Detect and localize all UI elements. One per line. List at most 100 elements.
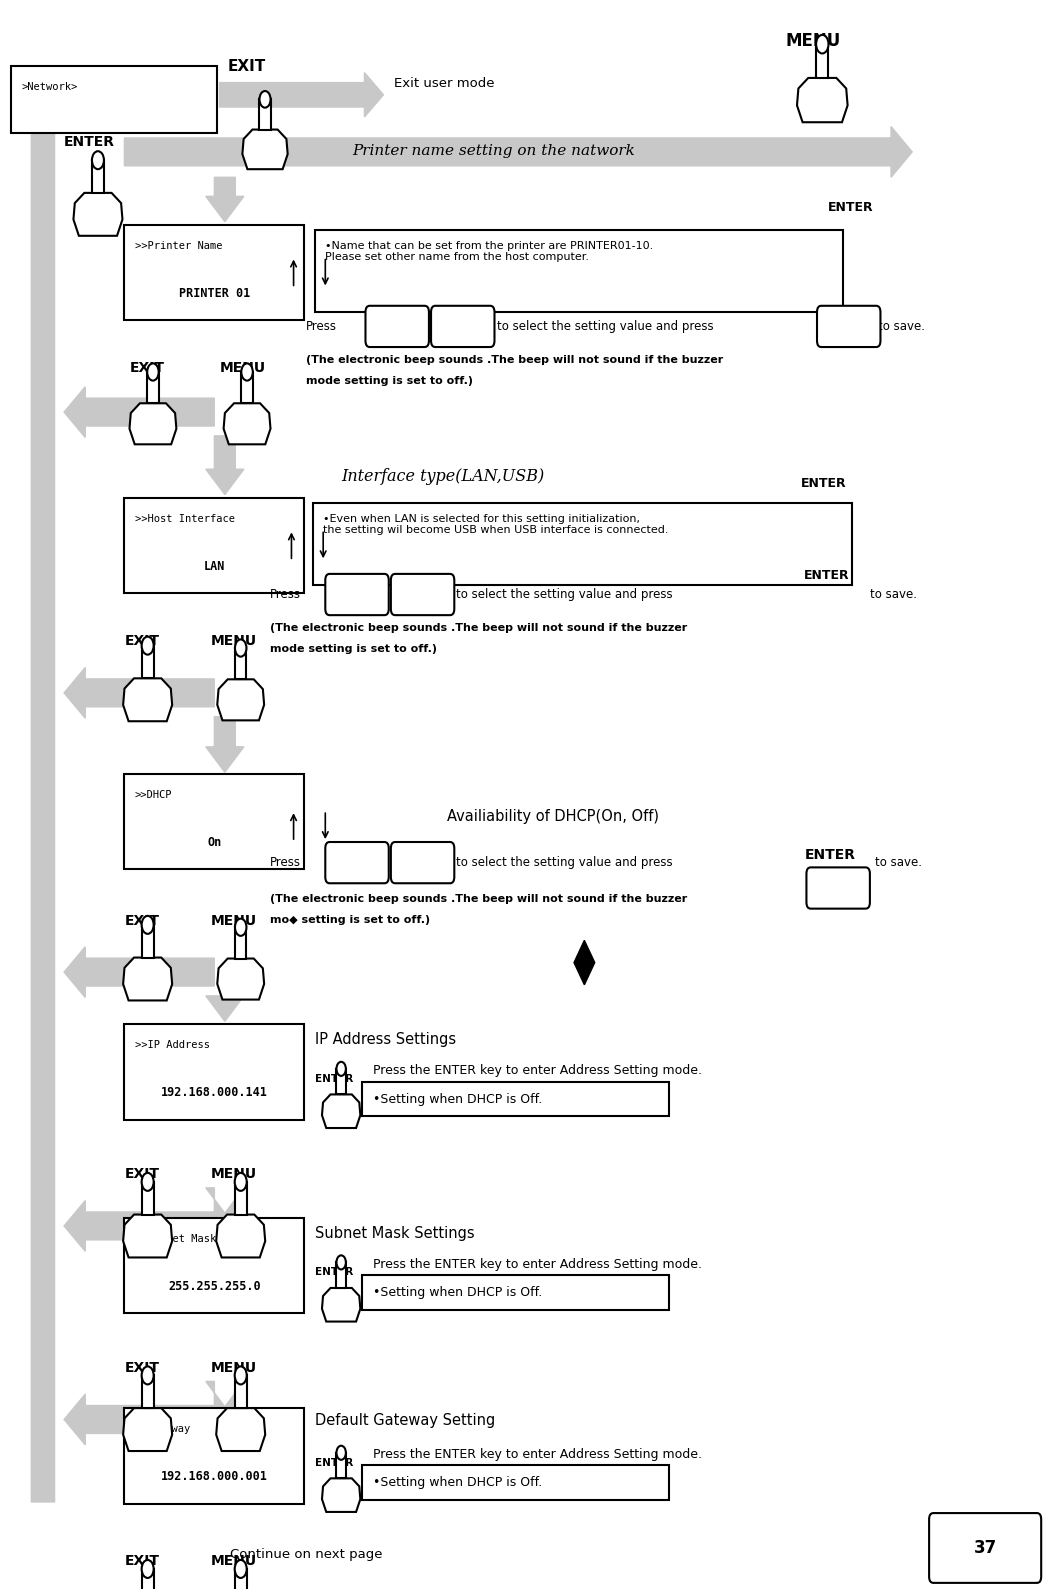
Circle shape — [92, 151, 104, 169]
Text: Exit user mode: Exit user mode — [394, 76, 494, 91]
Text: ENTER: ENTER — [315, 1458, 353, 1468]
Text: See page 39 for the setting method.: See page 39 for the setting method. — [373, 1474, 601, 1487]
Circle shape — [337, 1446, 345, 1460]
Text: >>Subnet Mask: >>Subnet Mask — [135, 1234, 216, 1243]
Text: >>IP Address: >>IP Address — [135, 1040, 210, 1051]
Polygon shape — [217, 958, 264, 1000]
Text: ENTER: ENTER — [805, 568, 850, 581]
Text: to select the setting value and press: to select the setting value and press — [456, 856, 673, 869]
Bar — [124, 1024, 304, 1119]
Text: ENTER: ENTER — [828, 201, 873, 213]
Polygon shape — [574, 941, 594, 985]
Text: On: On — [207, 836, 221, 849]
Bar — [12, 67, 218, 132]
FancyBboxPatch shape — [391, 842, 454, 884]
Circle shape — [816, 35, 828, 54]
Polygon shape — [241, 373, 253, 403]
Polygon shape — [235, 648, 247, 680]
Bar — [124, 1409, 304, 1503]
Polygon shape — [337, 1262, 345, 1288]
Polygon shape — [141, 1375, 154, 1407]
Text: ENTER: ENTER — [805, 849, 856, 863]
Bar — [124, 224, 304, 320]
Text: >>Printer Name: >>Printer Name — [135, 240, 222, 252]
Circle shape — [235, 1366, 247, 1385]
Text: •Even when LAN is selected for this setting initialization,
the setting wil beco: •Even when LAN is selected for this sett… — [323, 514, 669, 535]
Polygon shape — [64, 667, 215, 718]
Circle shape — [235, 640, 247, 656]
Polygon shape — [141, 925, 154, 957]
Text: (The electronic beep sounds .The beep will not sound if the buzzer: (The electronic beep sounds .The beep wi… — [306, 355, 724, 365]
FancyBboxPatch shape — [431, 306, 494, 347]
Polygon shape — [147, 373, 158, 403]
Text: >>Gateway: >>Gateway — [135, 1425, 191, 1434]
Circle shape — [141, 915, 154, 935]
Polygon shape — [123, 957, 172, 1000]
Polygon shape — [337, 1453, 345, 1479]
Text: Default Gateway Setting: Default Gateway Setting — [315, 1414, 495, 1428]
Text: to select the setting value and press: to select the setting value and press — [496, 320, 713, 333]
Bar — [362, 1275, 669, 1310]
Circle shape — [147, 363, 158, 380]
FancyBboxPatch shape — [325, 842, 389, 884]
Polygon shape — [206, 997, 243, 1022]
Circle shape — [337, 1256, 345, 1269]
Text: Press: Press — [270, 856, 301, 869]
Text: •Setting when DHCP is Off.: •Setting when DHCP is Off. — [373, 1092, 542, 1105]
Text: MENU: MENU — [220, 361, 266, 376]
Polygon shape — [206, 436, 243, 495]
Circle shape — [235, 1560, 247, 1578]
Text: ENTER: ENTER — [802, 476, 847, 490]
Text: Interface type(LAN,USB): Interface type(LAN,USB) — [341, 468, 544, 486]
Text: EXIT: EXIT — [130, 361, 165, 376]
Text: LAN: LAN — [204, 560, 225, 573]
Text: ENTER: ENTER — [315, 1073, 353, 1084]
Text: 255.255.255.0: 255.255.255.0 — [168, 1280, 260, 1293]
Text: ENTER: ENTER — [315, 1267, 353, 1277]
Text: Press the ENTER key to enter Address Setting mode.: Press the ENTER key to enter Address Set… — [373, 1065, 702, 1078]
Text: EXIT: EXIT — [124, 1554, 159, 1568]
Polygon shape — [242, 129, 288, 169]
Text: IP Address Settings: IP Address Settings — [315, 1032, 456, 1048]
Circle shape — [235, 919, 247, 936]
Text: Subnet Mask Settings: Subnet Mask Settings — [315, 1226, 474, 1240]
Text: MENU: MENU — [212, 914, 257, 928]
Polygon shape — [73, 193, 122, 236]
Text: mode setting is set to off.): mode setting is set to off.) — [270, 643, 437, 654]
Text: MENU: MENU — [212, 1361, 257, 1375]
Polygon shape — [123, 1215, 172, 1258]
Text: Press the ENTER key to enter Address Setting mode.: Press the ENTER key to enter Address Set… — [373, 1449, 702, 1461]
Circle shape — [141, 1560, 154, 1578]
Text: •Setting when DHCP is Off.: •Setting when DHCP is Off. — [373, 1286, 542, 1299]
Polygon shape — [259, 99, 271, 129]
Circle shape — [141, 637, 154, 654]
Polygon shape — [206, 1188, 243, 1250]
Text: MENU: MENU — [212, 1167, 257, 1181]
Text: 192.168.000.141: 192.168.000.141 — [161, 1086, 268, 1100]
Text: >>DHCP: >>DHCP — [135, 790, 172, 799]
Text: MENU: MENU — [786, 32, 841, 51]
Text: MENU: MENU — [212, 1554, 257, 1568]
Polygon shape — [92, 161, 104, 193]
FancyBboxPatch shape — [817, 306, 880, 347]
Polygon shape — [217, 680, 264, 720]
Text: to save.: to save. — [870, 587, 917, 602]
Circle shape — [235, 1173, 247, 1191]
Text: >Network>: >Network> — [22, 83, 78, 92]
FancyBboxPatch shape — [325, 573, 389, 615]
Text: MENU: MENU — [212, 634, 257, 648]
Text: See page 39 for the setting method.: See page 39 for the setting method. — [373, 1283, 601, 1296]
Text: (The electronic beep sounds .The beep will not sound if the buzzer: (The electronic beep sounds .The beep wi… — [270, 622, 688, 634]
Polygon shape — [322, 1479, 360, 1512]
Text: EXIT: EXIT — [124, 914, 159, 928]
FancyBboxPatch shape — [929, 1512, 1041, 1582]
Polygon shape — [322, 1094, 360, 1129]
Polygon shape — [322, 1288, 360, 1321]
Circle shape — [259, 91, 271, 108]
Text: EXIT: EXIT — [227, 59, 266, 75]
Text: mo◆ setting is set to off.): mo◆ setting is set to off.) — [270, 915, 431, 925]
Text: mode setting is set to off.): mode setting is set to off.) — [306, 376, 473, 385]
Bar — [313, 503, 851, 584]
Polygon shape — [337, 1068, 345, 1094]
Text: Availiability of DHCP(On, Off): Availiability of DHCP(On, Off) — [446, 809, 659, 825]
